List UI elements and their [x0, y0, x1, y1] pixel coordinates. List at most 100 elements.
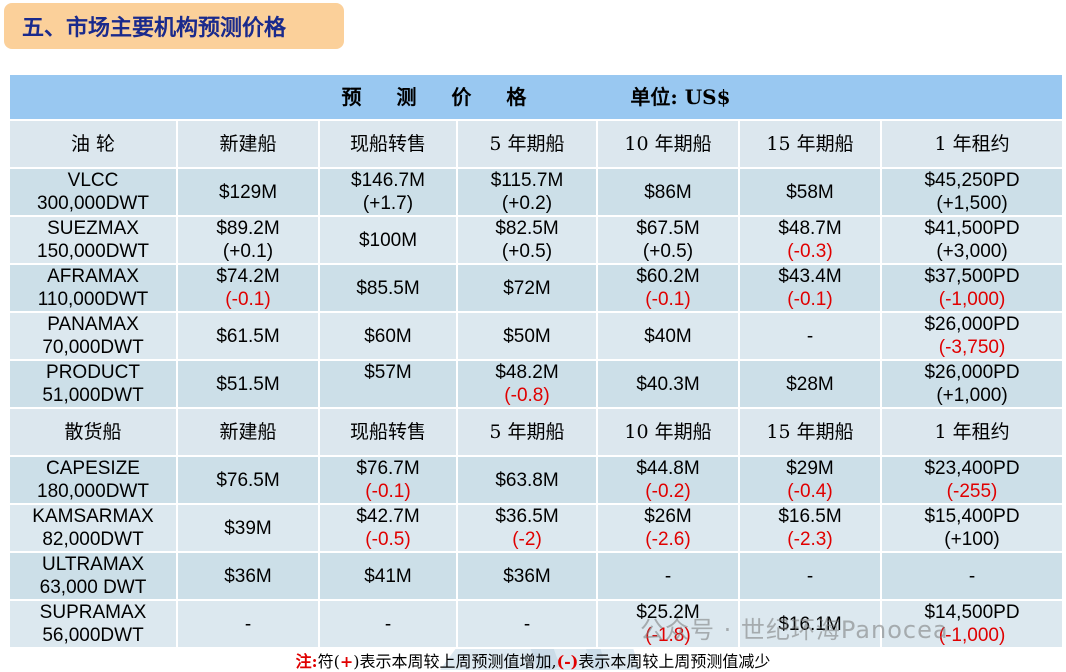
- price-change: (+100): [944, 529, 1000, 550]
- vessel-dwt: 70,000DWT: [42, 337, 144, 358]
- price-cell: $37,500PD (-1,000): [879, 263, 1065, 313]
- vessel-type-cell: VLCC 300,000DWT: [8, 167, 178, 217]
- price-value: $28M: [786, 373, 834, 395]
- price-value: $42.7M: [356, 506, 420, 527]
- vessel-type-cell: PRODUCT 51,000DWT: [8, 359, 178, 409]
- price-cell: $89.2M (+0.1): [176, 215, 320, 265]
- price-value: $44.8M: [636, 458, 700, 479]
- vessel-dwt: 56,000DWT: [42, 625, 144, 646]
- column-header: 现船转售: [318, 119, 458, 169]
- price-cell: $48.7M (-0.3): [738, 215, 882, 265]
- price-value: $51.5M: [216, 373, 280, 395]
- price-change: (-2.3): [787, 529, 833, 550]
- price-cell: $44.8M (-0.2): [596, 455, 740, 505]
- vessel-name: VLCC: [67, 170, 119, 191]
- price-value: $29M: [786, 458, 834, 479]
- price-value: -: [523, 613, 531, 635]
- table-header-cell: 预 测 价 格 单位: US$: [7, 73, 1065, 121]
- price-value: $48.7M: [778, 218, 842, 239]
- table-row: PANAMAX 70,000DWT $61.5M $60M $50M $40M - $26,0…: [8, 311, 1065, 361]
- table-row: AFRAMAX 110,000DWT $74.2M (-0.1) $85.5M $72M $…: [8, 263, 1065, 313]
- price-cell: $26M (-2.6): [596, 503, 740, 553]
- price-value: $14,500PD: [924, 602, 1020, 623]
- price-value: $76.5M: [216, 469, 280, 491]
- price-value: $41M: [364, 565, 412, 587]
- column-header: 15 年期船: [738, 119, 882, 169]
- column-header: 15 年期船: [738, 407, 882, 457]
- column-header: 5 年期船: [456, 119, 598, 169]
- price-value: $45,250PD: [924, 170, 1020, 191]
- price-cell: $48.2M (-0.8): [456, 359, 598, 409]
- price-cell: $100M: [318, 215, 458, 265]
- column-header: 油 轮: [8, 119, 178, 169]
- price-cell: $129M: [176, 167, 320, 217]
- watermark-text: 公众号 · 世纪环海Panocea: [640, 616, 949, 644]
- price-cell: $23,400PD (-255): [879, 455, 1065, 505]
- price-value: -: [664, 565, 672, 587]
- table-row: SUPRAMAX 56,000DWT - - - $25.2M (-1.8) $16.1M $1…: [8, 599, 1065, 649]
- price-value: $82.5M: [495, 218, 559, 239]
- price-cell: $85.5M: [318, 263, 458, 313]
- price-value: -: [806, 565, 814, 587]
- price-cell: $60M: [318, 311, 458, 361]
- table-row: ULTRAMAX 63,000 DWT $36M $41M $36M - - -: [8, 551, 1065, 601]
- price-cell: $42.7M (-0.5): [318, 503, 458, 553]
- price-value: $72M: [503, 277, 551, 299]
- price-change: (-255): [946, 481, 998, 502]
- price-value: $58M: [786, 181, 834, 203]
- vessel-type-cell: SUEZMAX 150,000DWT: [8, 215, 178, 265]
- price-change: (-0.8): [504, 385, 550, 406]
- footnote: 注:符(+)表示本周较上周预测值增加,(-)表示本周较上周预测值减少: [295, 652, 771, 671]
- price-value: $67.5M: [636, 218, 700, 239]
- price-cell: -: [879, 551, 1065, 601]
- price-cell: $43.4M (-0.1): [738, 263, 882, 313]
- price-change: (+0.5): [642, 241, 694, 262]
- price-cell: $146.7M (+1.7): [318, 167, 458, 217]
- price-cell: $115.7M (+0.2): [456, 167, 598, 217]
- price-value: $61.5M: [216, 325, 280, 347]
- table-row: SUEZMAX 150,000DWT $89.2M (+0.1) $100M $82.5M…: [8, 215, 1065, 265]
- price-change: (+0.2): [501, 193, 553, 214]
- section-title-box: 五、市场主要机构预测价格: [4, 3, 344, 49]
- vessel-dwt: 180,000DWT: [37, 481, 149, 502]
- column-header: 10 年期船: [596, 407, 740, 457]
- price-value: $60M: [364, 325, 412, 347]
- price-value: $16.1M: [778, 613, 842, 635]
- table-header-row: 预 测 价 格 单位: US$: [7, 73, 1065, 121]
- column-header: 散货船: [8, 407, 178, 457]
- price-cell: -: [176, 599, 320, 649]
- price-cell: $60.2M (-0.1): [596, 263, 740, 313]
- price-value: $16.5M: [778, 506, 842, 527]
- price-value: $26M: [644, 506, 692, 527]
- price-value: $43.4M: [778, 266, 842, 287]
- table-header-title: 预 测 价 格: [341, 84, 541, 109]
- price-cell: $36.5M (-2): [456, 503, 598, 553]
- price-cell: $76.5M: [176, 455, 320, 505]
- price-value: $25.2M: [636, 602, 700, 623]
- price-cell: $72M: [456, 263, 598, 313]
- price-change: (-0.1): [225, 289, 271, 310]
- price-change: (-1,000): [938, 289, 1006, 310]
- table-header-unit: 单位: US$: [630, 84, 731, 109]
- column-header-row: 油 轮新建船 现船转售 5 年期船 10 年期船 15 年期船 1 年租约: [8, 119, 1065, 169]
- price-value: $60.2M: [636, 266, 700, 287]
- price-change: (+0.5): [501, 241, 553, 262]
- price-cell: $40M: [596, 311, 740, 361]
- price-cell: $41M: [318, 551, 458, 601]
- price-cell: $36M: [456, 551, 598, 601]
- price-cell: -: [596, 551, 740, 601]
- table-row: CAPESIZE 180,000DWT $76.5M $76.7M (-0.1) $63.…: [8, 455, 1065, 505]
- vessel-name: AFRAMAX: [47, 266, 139, 287]
- price-change: (-2.6): [645, 529, 691, 550]
- price-value: $85.5M: [356, 277, 420, 299]
- price-change: (+1,500): [936, 193, 1008, 214]
- price-change: (-0.1): [787, 289, 833, 310]
- vessel-dwt: 51,000DWT: [42, 385, 144, 406]
- price-value: $26,000PD: [924, 362, 1020, 383]
- vessel-dwt: 300,000DWT: [37, 193, 149, 214]
- price-cell: $15,400PD (+100): [879, 503, 1065, 553]
- price-cell: $51.5M: [176, 359, 320, 409]
- column-header: 1 年租约: [879, 407, 1065, 457]
- price-cell: $14,500PD (-1,000): [879, 599, 1065, 649]
- price-value: $37,500PD: [924, 266, 1020, 287]
